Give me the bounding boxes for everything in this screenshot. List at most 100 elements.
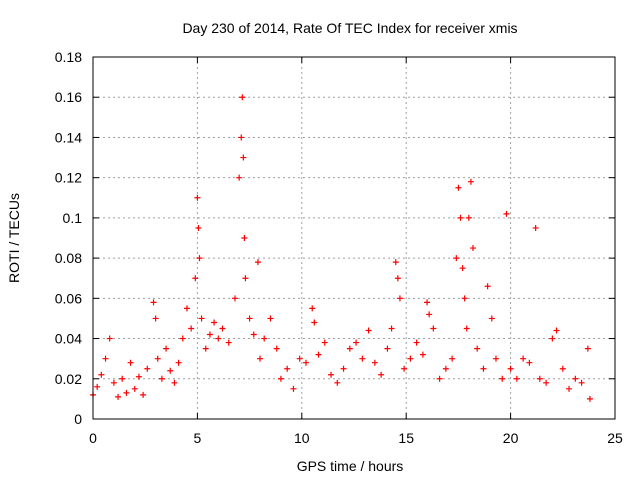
data-point <box>188 325 195 332</box>
data-point <box>474 345 481 352</box>
data-point <box>250 331 257 338</box>
data-point <box>572 375 579 382</box>
data-point <box>543 379 550 386</box>
data-point <box>503 210 510 217</box>
y-tick-label: 0.06 <box>55 290 82 306</box>
data-point <box>163 345 170 352</box>
x-tick-label: 15 <box>398 430 414 446</box>
data-point <box>158 375 165 382</box>
y-tick-label: 0.02 <box>55 371 82 387</box>
data-point <box>206 331 213 338</box>
data-point <box>194 194 201 201</box>
data-point <box>513 375 520 382</box>
data-point <box>127 359 134 366</box>
data-point <box>455 184 462 191</box>
x-tick-label: 0 <box>89 430 97 446</box>
y-tick-label: 0.18 <box>55 49 82 65</box>
data-point <box>492 355 499 362</box>
data-point <box>586 395 593 402</box>
data-point <box>257 355 264 362</box>
chart-title: Day 230 of 2014, Rate Of TEC Index for r… <box>182 20 517 36</box>
data-point <box>424 299 431 306</box>
data-point <box>290 385 297 392</box>
data-point <box>371 359 378 366</box>
data-point <box>470 245 477 252</box>
data-point <box>261 335 268 342</box>
data-point <box>449 355 456 362</box>
data-point <box>553 327 560 334</box>
data-point <box>171 379 178 386</box>
y-axis-ticks: 0 0.02 0.04 0.06 0.08 0.1 0.12 0.14 0.16 0.18 <box>55 49 615 427</box>
data-point <box>238 134 245 141</box>
data-point <box>123 389 130 396</box>
data-point <box>140 391 147 398</box>
data-point <box>131 385 138 392</box>
x-tick-label: 20 <box>503 430 519 446</box>
y-tick-label: 0.16 <box>55 89 82 105</box>
data-point <box>311 319 318 326</box>
data-point <box>453 255 460 262</box>
data-point <box>315 351 322 358</box>
data-point <box>231 295 238 302</box>
data-point <box>175 359 182 366</box>
data-point <box>277 375 284 382</box>
x-tick-label: 10 <box>294 430 310 446</box>
data-point <box>179 335 186 342</box>
data-point <box>340 365 347 372</box>
data-point <box>396 295 403 302</box>
data-point <box>150 299 157 306</box>
data-point <box>365 327 372 334</box>
data-point <box>430 325 437 332</box>
data-point <box>520 355 527 362</box>
data-point <box>442 365 449 372</box>
data-point <box>215 335 222 342</box>
data-point <box>526 359 533 366</box>
y-tick-label: 0 <box>74 411 82 427</box>
data-point <box>559 365 566 372</box>
data-point <box>110 379 117 386</box>
data-point <box>419 351 426 358</box>
x-tick-label: 25 <box>607 430 623 446</box>
data-point <box>98 371 105 378</box>
data-point <box>584 345 591 352</box>
data-point <box>225 339 232 346</box>
data-point <box>106 335 113 342</box>
data-point <box>302 359 309 366</box>
data-point <box>135 373 142 380</box>
data-point <box>236 174 243 181</box>
data-point <box>152 315 159 322</box>
data-point <box>499 375 506 382</box>
data-point <box>239 94 246 101</box>
data-point <box>154 355 161 362</box>
data-point <box>267 315 274 322</box>
data-point <box>284 365 291 372</box>
data-point <box>240 154 247 161</box>
data-point <box>102 355 109 362</box>
data-point <box>488 315 495 322</box>
y-tick-label: 0.08 <box>55 250 82 266</box>
data-point <box>198 315 205 322</box>
data-point <box>254 259 261 266</box>
data-point <box>94 383 101 390</box>
data-point <box>480 365 487 372</box>
data-point <box>463 325 470 332</box>
x-axis-ticks: 0 5 10 15 20 25 <box>89 57 623 446</box>
data-point <box>578 379 585 386</box>
data-point <box>219 325 226 332</box>
data-point <box>119 375 126 382</box>
data-points <box>90 94 593 402</box>
x-tick-label: 5 <box>194 430 202 446</box>
data-point <box>192 275 199 282</box>
data-point <box>346 345 353 352</box>
data-point <box>459 265 466 272</box>
data-point <box>461 295 468 302</box>
data-point <box>388 325 395 332</box>
data-point <box>196 255 203 262</box>
data-point <box>484 283 491 290</box>
data-point <box>296 355 303 362</box>
data-point <box>532 224 539 231</box>
data-point <box>321 339 328 346</box>
data-point <box>334 379 341 386</box>
data-point <box>167 367 174 374</box>
